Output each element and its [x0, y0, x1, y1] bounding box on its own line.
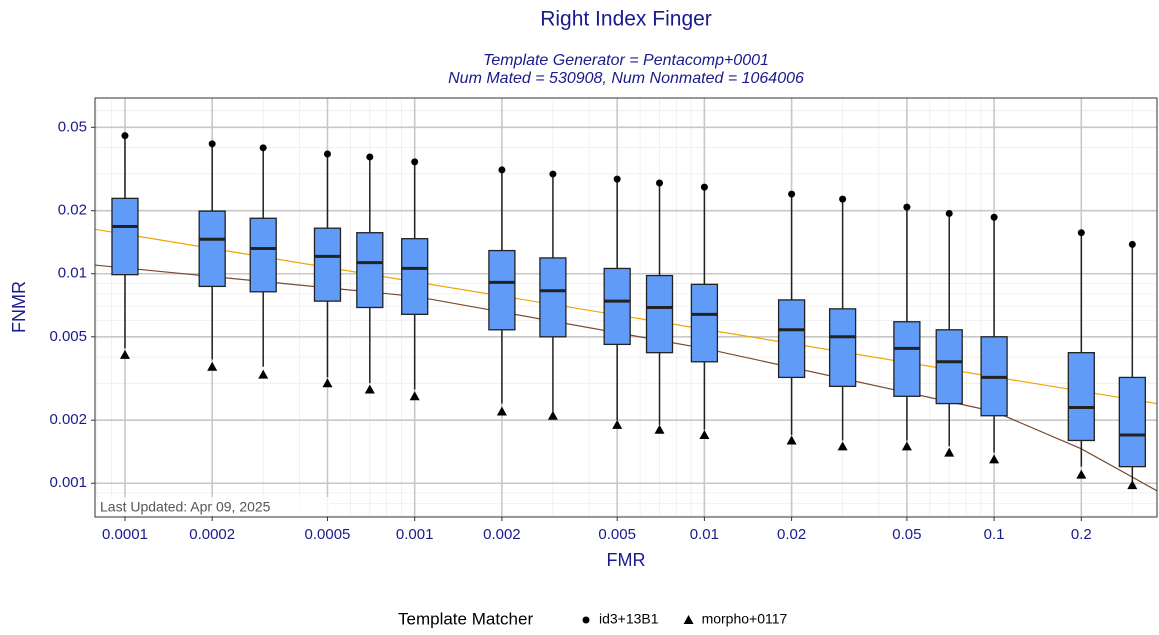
legend-title: Template Matcher [398, 609, 533, 628]
box [1067, 352, 1095, 442]
y-tick-label: 0.02 [58, 202, 87, 219]
box [488, 249, 516, 331]
y-tick-label: 0.01 [58, 265, 87, 282]
box [777, 299, 806, 379]
point [683, 615, 694, 624]
box [690, 283, 719, 363]
point [990, 213, 998, 221]
box [645, 274, 674, 354]
x-axis-label: FMR [607, 550, 646, 570]
point [839, 195, 847, 203]
plot-border [94, 97, 1158, 518]
point [207, 361, 218, 371]
point [364, 384, 375, 394]
x-tick-label: 0.0002 [189, 526, 235, 543]
point [547, 410, 558, 420]
x-tick-label: 0.1 [984, 526, 1005, 543]
point [903, 203, 911, 211]
point [259, 144, 267, 152]
point [837, 441, 848, 451]
point [613, 175, 621, 183]
box [539, 257, 567, 338]
subtitle: Num Mated = 530908, Num Nonmated = 10640… [448, 70, 804, 87]
annotation: Last Updated: Apr 09, 2025 [100, 499, 271, 515]
x-tick-label: 0.0005 [305, 526, 351, 543]
point [1077, 229, 1085, 237]
chart-title: Right Index Finger [540, 8, 712, 31]
annotation-bg [96, 497, 330, 516]
point [1127, 480, 1138, 490]
y-tick-label: 0.002 [49, 411, 87, 428]
point [944, 447, 955, 457]
point [119, 349, 130, 359]
box [356, 232, 384, 309]
box [1118, 376, 1146, 468]
subtitle: Template Generator = Pentacomp+0001 [483, 52, 769, 69]
x-tick-label: 0.005 [598, 526, 636, 543]
point [496, 406, 507, 416]
box [313, 227, 342, 302]
x-tick-label: 0.05 [892, 526, 921, 543]
point [582, 616, 590, 624]
x-tick-label: 0.02 [777, 526, 806, 543]
point [322, 378, 333, 388]
point [411, 158, 419, 166]
point [1076, 469, 1087, 479]
box [111, 197, 139, 276]
point [121, 132, 129, 140]
x-tick-label: 0.001 [396, 526, 434, 543]
point [788, 190, 796, 198]
legend-label: morpho+0117 [702, 611, 788, 627]
point [901, 441, 912, 451]
box [198, 210, 226, 288]
point [258, 369, 269, 379]
point [1128, 240, 1136, 248]
point [323, 150, 331, 158]
point [612, 419, 623, 429]
box [249, 217, 277, 293]
box [828, 308, 857, 388]
legend-label: id3+13B1 [599, 611, 659, 627]
y-tick-label: 0.005 [49, 328, 87, 345]
y-tick-label: 0.001 [49, 474, 87, 491]
box [401, 238, 429, 315]
box [893, 321, 921, 397]
point [208, 140, 216, 148]
point [366, 153, 374, 161]
point [989, 454, 1000, 464]
x-tick-label: 0.2 [1071, 526, 1092, 543]
x-tick-label: 0.0001 [102, 526, 148, 543]
y-tick-label: 0.05 [58, 118, 87, 135]
point [409, 391, 420, 401]
box [935, 329, 963, 405]
point [654, 424, 665, 434]
y-axis-label: FNMR [9, 281, 29, 333]
point [498, 166, 506, 174]
box [603, 267, 631, 346]
point [656, 179, 664, 187]
point [699, 429, 710, 439]
plot [95, 98, 1157, 517]
x-tick-label: 0.002 [483, 526, 521, 543]
point [786, 435, 797, 445]
point [945, 209, 953, 217]
point [549, 170, 557, 178]
x-tick-label: 0.01 [690, 526, 719, 543]
point [700, 183, 708, 191]
